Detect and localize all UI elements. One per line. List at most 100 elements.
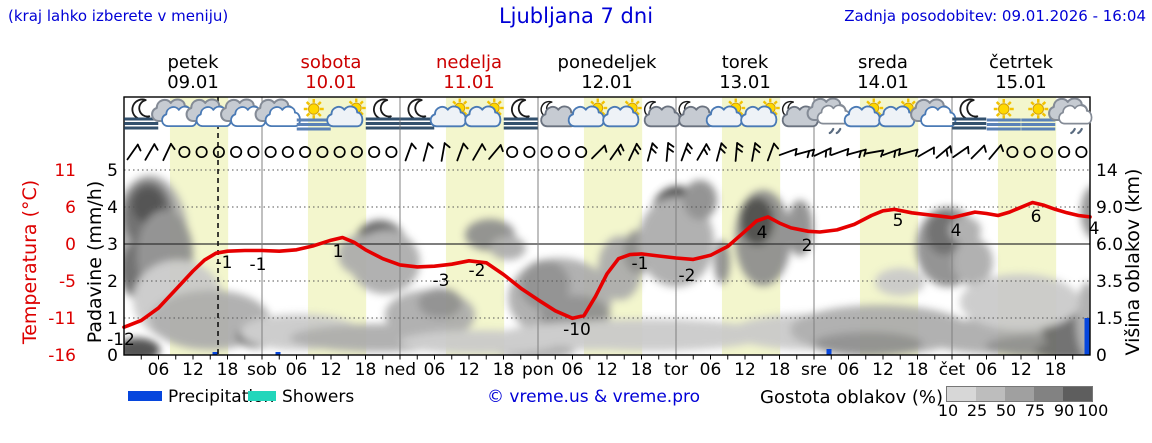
cloud-blob [1081,186,1090,238]
day-date: 12.01 [581,72,633,93]
temp-value-label: 1 [333,242,344,262]
barb-tick [983,144,987,153]
wind-barb-icon [778,148,798,157]
barb-tick [863,148,867,157]
day-name: četrtek [989,52,1053,73]
x-hour-label: 06 [562,360,584,380]
barb-staff [988,144,1002,160]
barb-staff [628,142,638,162]
wind-barb-icon [847,148,867,159]
temp-tick-label: -16 [48,346,76,366]
precip-tick-label: 2 [107,272,118,292]
wind-barb-icon [609,143,625,161]
wind-barb-icon [472,143,487,161]
precip-tick-label: 0 [107,346,118,366]
precip-tick-label: 5 [107,161,118,181]
barb-tick [753,147,761,154]
wind-calm-icon [523,145,536,159]
day-header-nedelja: nedelja 11.01 [436,53,502,93]
cloud-blob [960,274,1080,330]
barb-tick [635,142,642,151]
barb-tick [705,143,711,151]
x-hour-label: 12 [320,360,342,380]
sun-ray [359,111,364,116]
wind-barb-icon [126,143,142,161]
day-header-sreda: sreda 14.01 [857,53,909,93]
sun-ray [911,100,916,105]
barb-staff [609,143,622,161]
barb-staff [882,148,901,156]
barb-tick [719,147,726,154]
cloud-density-tick-label: 90 [1053,401,1075,420]
cloud-shape [705,105,743,128]
x-hour-label: 06 [424,360,446,380]
wind-calm-icon [350,145,363,159]
cloud-blob [490,236,526,260]
weather-icon-sun-cloud [326,98,366,128]
barb-tick [603,144,608,153]
weather-icon-cloud [185,98,232,128]
wind-barb-icon [696,143,711,161]
sun-ray [1041,101,1047,106]
sun-ray [305,101,311,106]
sun-ray [317,101,322,106]
x-hour-label: 18 [217,360,239,380]
barb-tick [686,142,693,150]
weather-icon-sun-cloud [567,98,608,128]
sun-disc [308,103,320,115]
barb-tick [617,147,622,156]
day-date: 14.01 [857,72,909,93]
precipitation-swatch [128,391,162,401]
barb-tick [880,149,885,158]
wind-calm-icon [299,145,312,159]
sun-ray [590,100,595,105]
sun-ray [1041,112,1047,117]
weather-icon-moon-fog [503,98,538,130]
cloud-height-tick-label: 1.5 [1096,309,1123,329]
temp-value-label: -2 [469,261,486,281]
menu-note: (kraj lahko izberete v meniju) [8,7,229,25]
day-date: 10.01 [305,72,357,93]
drizzle-marks [828,127,842,135]
wind-barb-icon [440,142,451,162]
cloud-shape [264,105,301,128]
wind-barb-icon [935,145,953,159]
barb-tick [898,148,901,157]
x-hour-label: 18 [907,360,929,380]
weather-icon-cloud [151,98,198,128]
barb-tick [720,142,727,149]
weather-icon-moon-fog [365,98,400,130]
temp-value-label: 2 [802,236,813,256]
barb-tick [824,149,828,158]
barb-staff [864,149,885,155]
barb-tick [754,142,762,149]
wind-barb-icon [751,142,762,162]
wind-barb-icon [766,142,780,162]
x-hour-label: 06 [286,360,308,380]
cloud-shape [464,105,502,128]
barb-tick [949,145,953,154]
barb-tick [829,147,832,156]
sun-ray [866,100,871,105]
sun-ray [635,111,640,116]
precip-bar [212,352,218,355]
x-hour-label: 18 [493,360,515,380]
moon-icon [373,98,392,121]
cloud-shape [429,105,467,128]
temp-value-label: -12 [107,330,135,350]
barb-tick [1000,144,1005,153]
temp-value-label: 6 [1031,207,1042,227]
barb-staff [144,143,156,161]
sun-ray [773,100,778,105]
barb-tick [633,147,640,155]
temp-tick-label: -5 [59,272,76,292]
sun-ray [1030,112,1035,117]
copyright-link[interactable]: © vreme.us & vreme.pro [487,387,701,407]
day-date: 15.01 [995,72,1047,93]
showers-swatch [248,391,276,401]
x-hour-label: 18 [1045,360,1067,380]
precip-bar [275,352,281,355]
weather-icon-sun-cloud [464,98,504,128]
weather-icon-sun-fog [986,99,1021,131]
